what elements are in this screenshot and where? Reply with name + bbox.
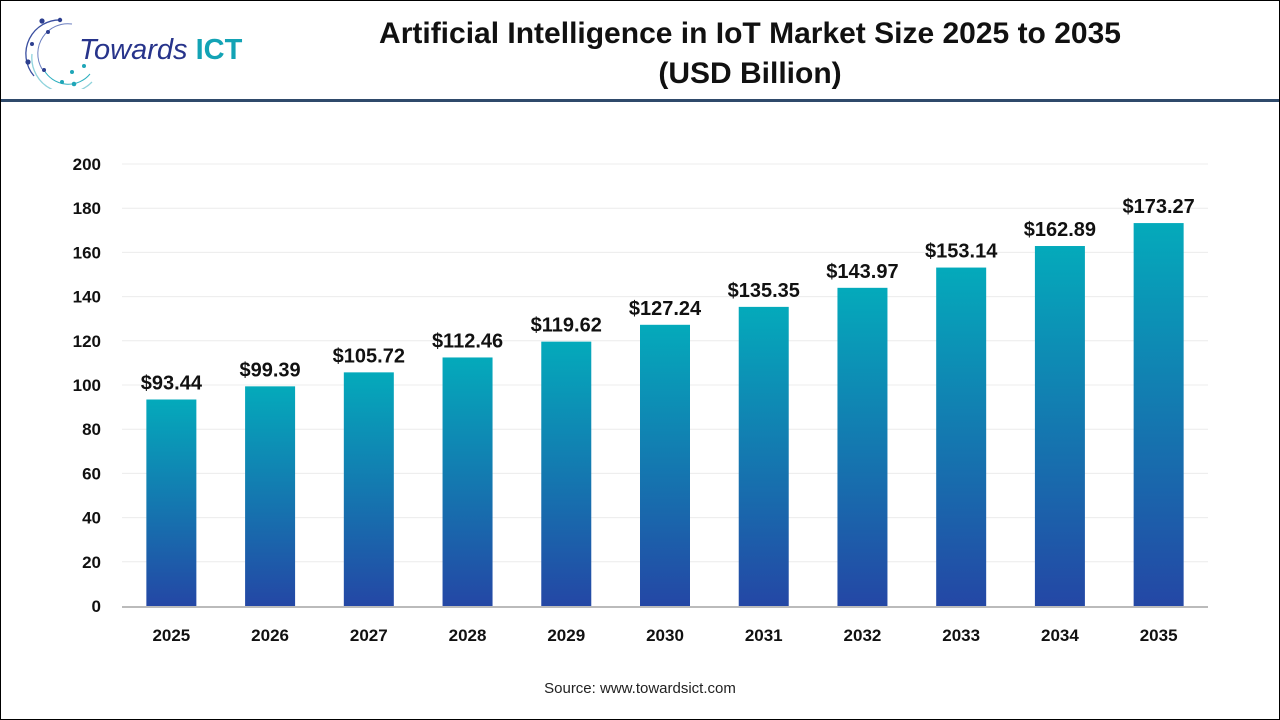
y-tick-label: 160 [73,243,101,262]
x-tick-label: 2025 [152,626,190,645]
data-label: $99.39 [240,359,301,381]
header-divider [1,99,1279,102]
data-label: $93.44 [141,372,203,394]
data-label: $143.97 [826,261,898,283]
bar [343,372,394,606]
logo: Towards ICT [22,14,242,94]
data-label: $119.62 [531,315,602,337]
x-tick-label: 2033 [942,626,980,645]
x-tick-label: 2035 [1140,626,1178,645]
x-tick-label: 2031 [745,626,783,645]
y-tick-label: 200 [73,155,101,174]
x-tick-label: 2030 [646,626,684,645]
bar [146,399,197,606]
title-line-1: Artificial Intelligence in IoT Market Si… [379,17,1121,50]
data-label: $153.14 [925,241,998,263]
y-tick-label: 20 [82,553,101,572]
data-label: $105.72 [333,345,405,367]
y-tick-label: 60 [82,464,101,483]
y-tick-label: 80 [82,420,101,439]
y-tick-label: 140 [73,288,101,307]
data-label: $112.46 [432,330,503,352]
chart-title: Artificial Intelligence in IoT Market Si… [300,14,1200,94]
bar [1133,223,1184,606]
bar [837,287,888,606]
bar [640,324,690,606]
logo-text-main: Towards [79,34,188,66]
bar [541,341,592,606]
title-line-2: (USD Billion) [658,57,842,90]
source-text: Source: www.towardsict.com [544,680,736,697]
y-tick-label: 100 [73,376,101,395]
data-label: $173.27 [1122,196,1194,218]
bar [442,357,493,606]
bar [245,386,296,606]
x-tick-label: 2029 [547,626,585,645]
logo-text-accent: ICT [195,34,243,66]
x-tick-label: 2027 [350,626,388,645]
bar [936,267,987,606]
bar [1034,246,1085,606]
data-label: $162.89 [1024,219,1096,241]
data-label: $127.24 [629,298,702,320]
y-tick-label: 180 [73,199,101,218]
bar [738,306,789,606]
x-tick-label: 2032 [844,626,882,645]
logo-circuit-icon [25,17,93,94]
y-tick-label: 0 [92,597,101,616]
y-tick-label: 40 [82,509,101,528]
x-tick-label: 2026 [251,626,289,645]
x-tick-label: 2034 [1041,626,1079,645]
y-tick-label: 120 [73,332,101,351]
x-tick-label: 2028 [449,626,487,645]
data-label: $135.35 [728,280,800,302]
